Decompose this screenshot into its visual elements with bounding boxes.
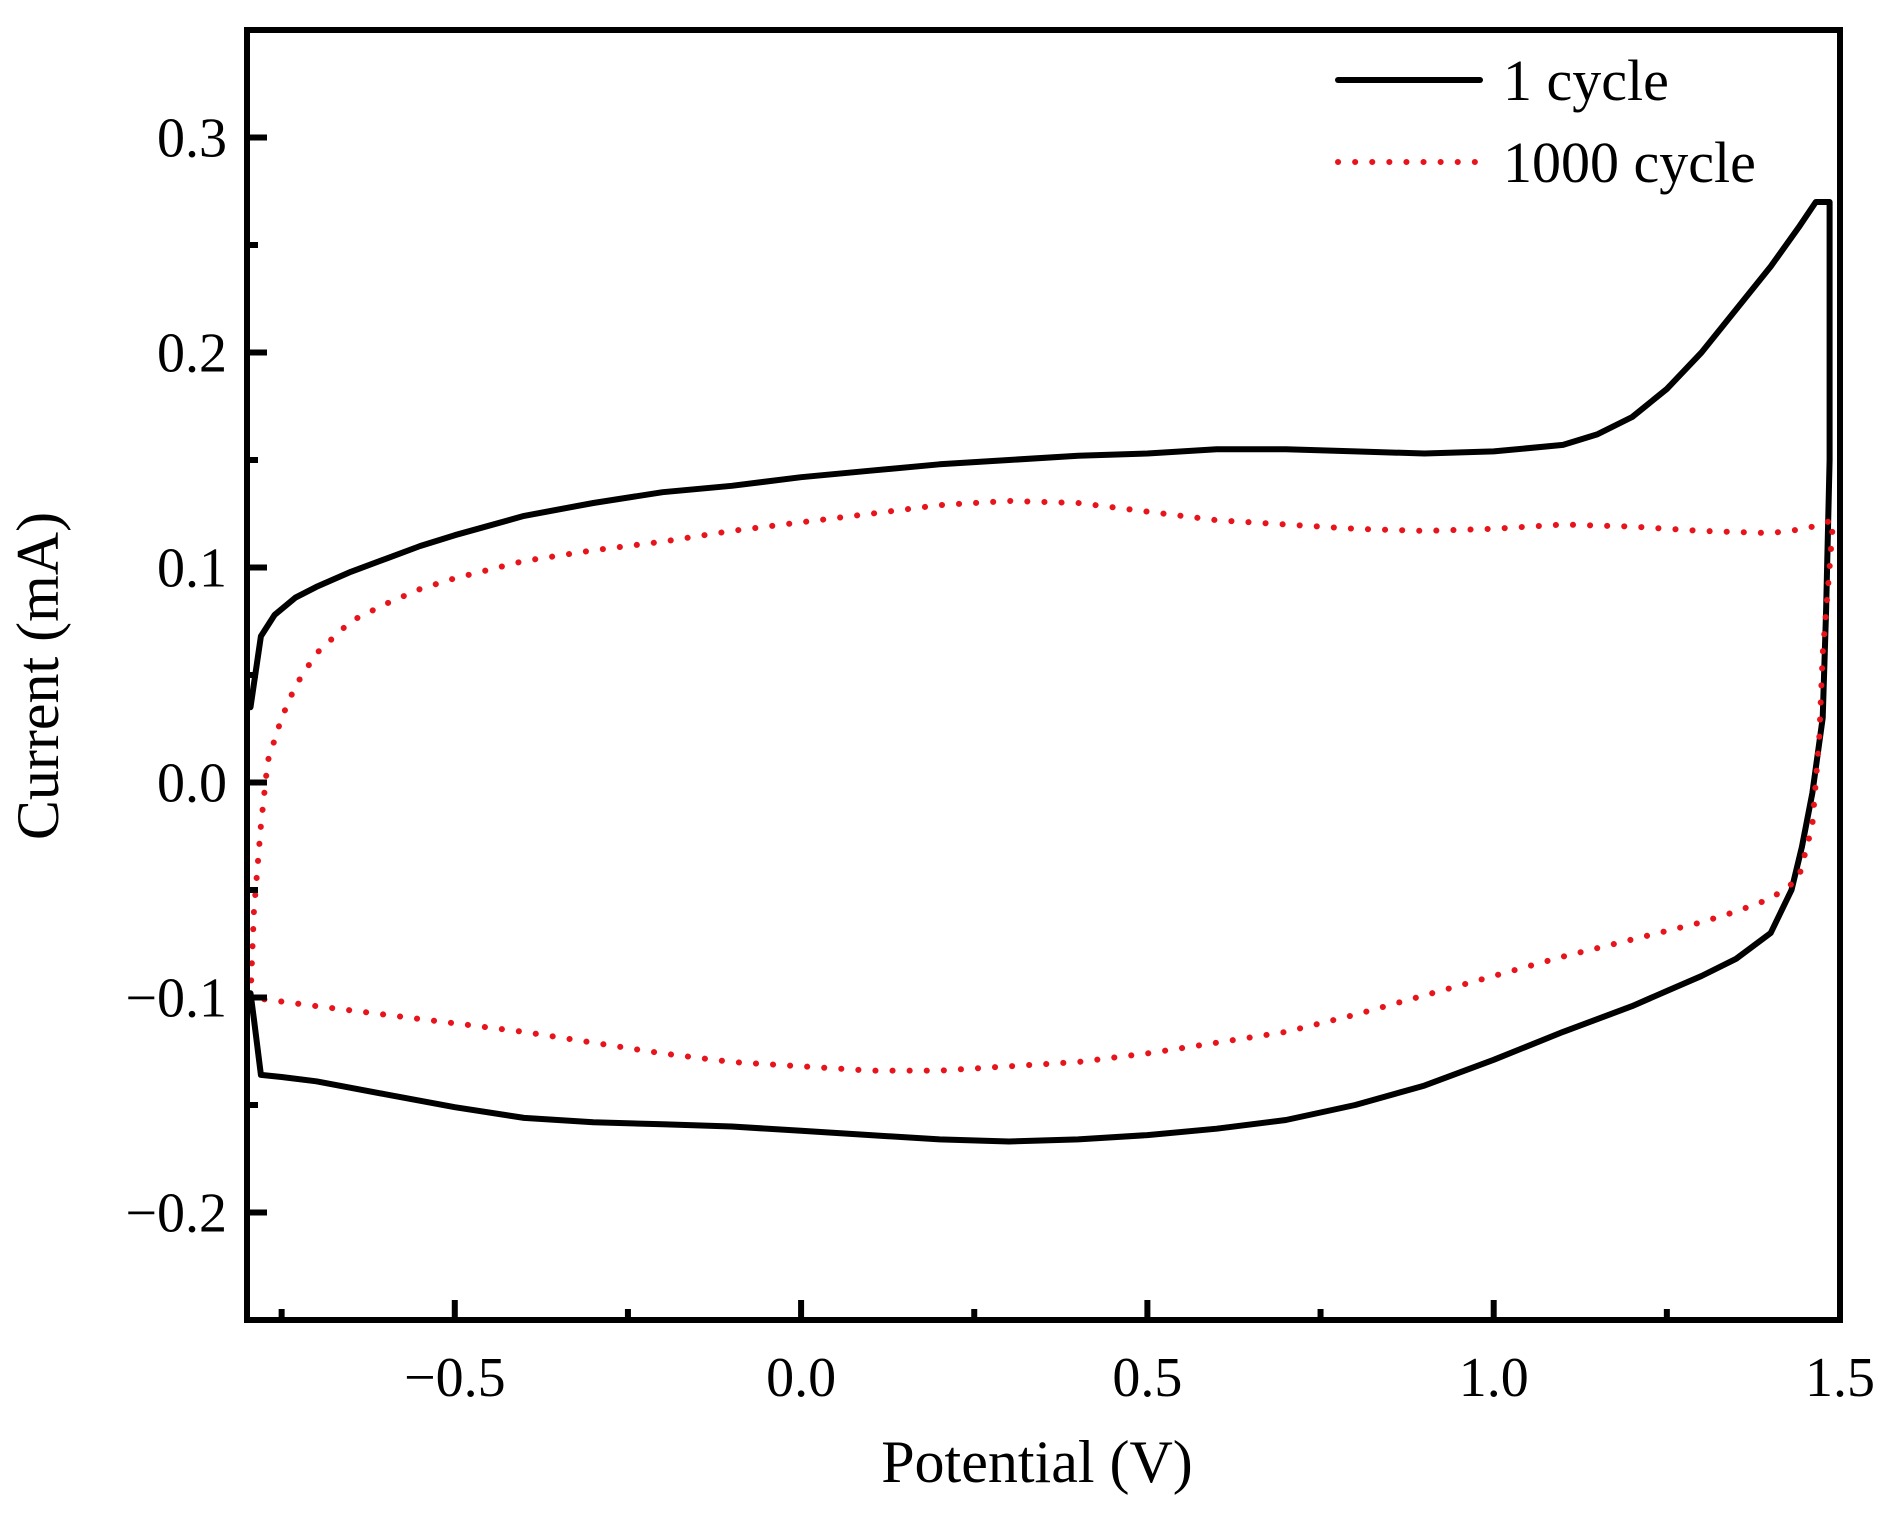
series-line-cycle-1 bbox=[247, 199, 1833, 1145]
plot-frame bbox=[244, 27, 1843, 1323]
x-axis-title: Potential (V) bbox=[881, 1429, 1193, 1495]
x-tick-label: −0.5 bbox=[404, 1347, 506, 1409]
axes-layer: −0.5 0.0 0.5 1.0 1.5 −0.2 −0.1 0.0 0.1 0.2 0.3 bbox=[125, 27, 1875, 1409]
y-tick-label: 0.0 bbox=[157, 753, 227, 815]
y-tick-label: −0.2 bbox=[125, 1183, 227, 1245]
x-tick-label: 0.0 bbox=[766, 1347, 836, 1409]
x-tick-label: 1.5 bbox=[1805, 1347, 1875, 1409]
y-tick-label: −0.1 bbox=[125, 968, 227, 1030]
legend-label: 1 cycle bbox=[1503, 48, 1669, 113]
series-line-cycle-1000 bbox=[247, 497, 1837, 1074]
y-tick-label: 0.1 bbox=[157, 538, 227, 600]
legend-label: 1000 cycle bbox=[1503, 130, 1756, 195]
y-tick-label: 0.2 bbox=[157, 323, 227, 385]
x-tick-label: 1.0 bbox=[1459, 1347, 1529, 1409]
series-layer bbox=[247, 199, 1837, 1145]
y-axis-title: Current (mA) bbox=[5, 512, 71, 840]
y-tick-label: 0.3 bbox=[157, 108, 227, 170]
legend: 1 cycle 1000 cycle bbox=[1335, 48, 1756, 195]
x-tick-label: 0.5 bbox=[1112, 1347, 1182, 1409]
